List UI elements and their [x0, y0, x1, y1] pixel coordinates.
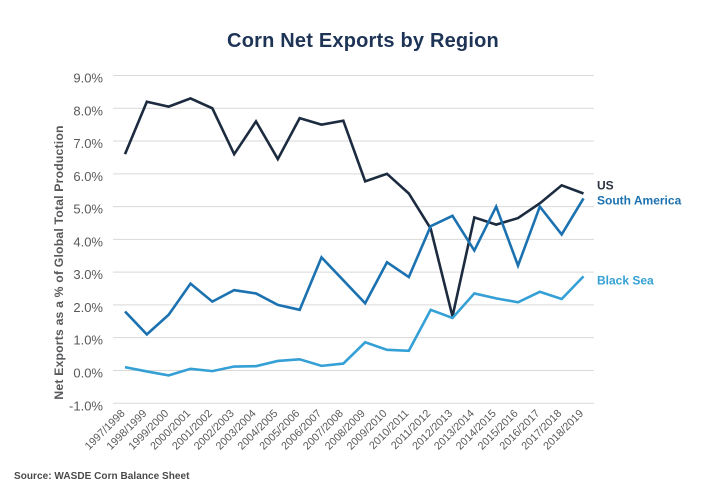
svg-text:Black Sea: Black Sea [597, 274, 654, 288]
svg-text:US: US [597, 179, 614, 193]
svg-text:Net Exports as a % of Global T: Net Exports as a % of Global Total Produ… [52, 125, 66, 399]
svg-text:South America: South America [597, 194, 682, 208]
svg-text:8.0%: 8.0% [73, 103, 103, 118]
svg-text:1.0%: 1.0% [73, 333, 103, 348]
svg-text:-1.0%: -1.0% [69, 398, 103, 413]
svg-text:6.0%: 6.0% [73, 169, 103, 184]
svg-text:7.0%: 7.0% [73, 136, 103, 151]
svg-text:0.0%: 0.0% [73, 365, 103, 380]
svg-text:5.0%: 5.0% [73, 202, 103, 217]
svg-text:4.0%: 4.0% [73, 234, 103, 249]
svg-text:2.0%: 2.0% [73, 300, 103, 315]
svg-text:3.0%: 3.0% [73, 267, 103, 282]
svg-text:9.0%: 9.0% [73, 71, 103, 86]
